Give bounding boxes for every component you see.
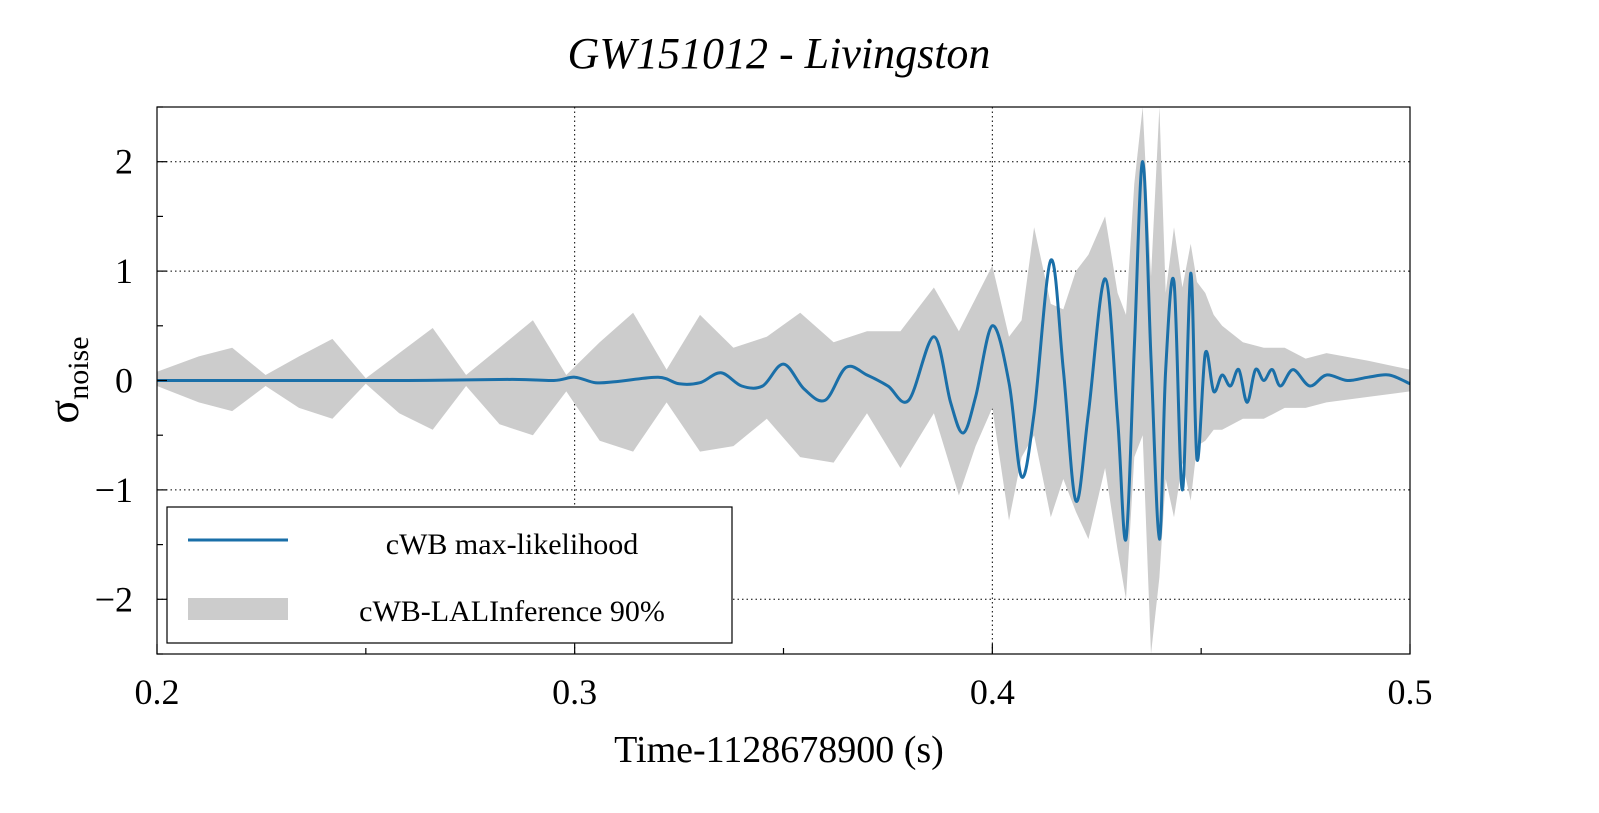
y-axis-label-main: σ — [39, 400, 88, 424]
y-tick-label: 0 — [115, 361, 133, 401]
x-tick-label: 0.2 — [135, 672, 180, 712]
legend-label-max-likelihood: cWB max-likelihood — [386, 528, 638, 561]
x-tick-label: 0.5 — [1388, 672, 1433, 712]
y-axis-label: σnoise — [39, 336, 95, 423]
x-axis-label: Time-1128678900 (s) — [614, 729, 944, 771]
legend-label-band: cWB-LALInference 90% — [359, 595, 665, 628]
y-tick-label: −2 — [95, 579, 133, 619]
y-tick-label: −1 — [95, 470, 133, 510]
ticks: 0.2 0.3 0.4 0.5 2 1 0 −1 −2 — [95, 106, 1433, 712]
legend: cWB max-likelihood cWB-LALInference 90% — [166, 506, 733, 644]
legend-band-swatch — [188, 598, 288, 620]
legend-box — [166, 506, 733, 644]
y-axis-label-sub: noise — [62, 336, 95, 399]
confidence-band — [157, 107, 1410, 654]
x-tick-label: 0.3 — [552, 672, 597, 712]
y-tick-label: 1 — [115, 251, 133, 291]
line-layer — [157, 160, 1411, 542]
band-layer — [157, 107, 1410, 654]
chart-title: GW151012 - Livingston — [568, 29, 991, 78]
x-tick-label: 0.4 — [970, 672, 1015, 712]
y-tick-label: 2 — [115, 142, 133, 182]
max-likelihood-line — [157, 160, 1411, 542]
